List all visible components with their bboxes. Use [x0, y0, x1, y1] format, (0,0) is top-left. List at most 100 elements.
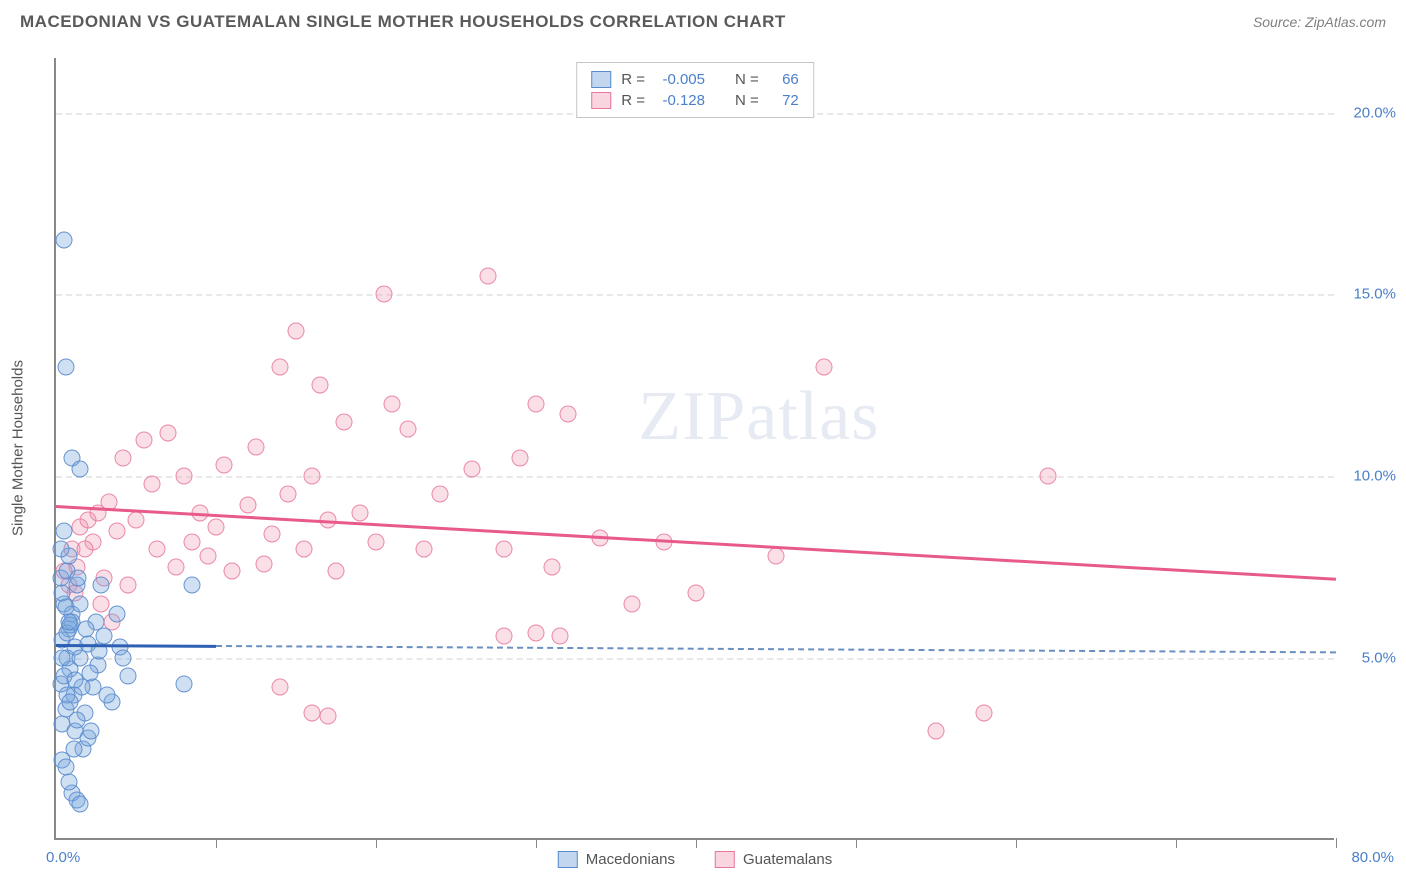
scatter-point	[624, 595, 641, 612]
scatter-point	[200, 548, 217, 565]
legend-swatch-blue	[558, 851, 578, 868]
gridline	[56, 658, 1334, 660]
scatter-point	[56, 231, 73, 248]
scatter-point	[144, 475, 161, 492]
scatter-point	[400, 420, 417, 437]
scatter-plot: 5.0%10.0%15.0%20.0%	[56, 58, 1334, 838]
y-axis-label: Single Mother Households	[10, 360, 27, 536]
scatter-point	[1040, 468, 1057, 485]
scatter-point	[115, 650, 132, 667]
x-tick	[536, 838, 537, 848]
scatter-point	[54, 650, 71, 667]
scatter-point	[99, 686, 116, 703]
correlation-legend: R = -0.005 N = 66 R = -0.128 N = 72	[576, 62, 814, 118]
scatter-point	[136, 431, 153, 448]
scatter-point	[108, 522, 125, 539]
source-attribution: Source: ZipAtlas.com	[1253, 14, 1386, 30]
trend-line	[216, 645, 1336, 653]
scatter-point	[416, 541, 433, 558]
scatter-point	[70, 570, 87, 587]
scatter-point	[560, 406, 577, 423]
r-value-blue: -0.005	[655, 71, 705, 88]
scatter-point	[56, 522, 73, 539]
scatter-point	[60, 613, 77, 630]
scatter-point	[512, 450, 529, 467]
scatter-point	[78, 621, 95, 638]
scatter-point	[76, 541, 93, 558]
scatter-point	[92, 595, 109, 612]
n-value-blue: 66	[769, 71, 799, 88]
scatter-point	[320, 708, 337, 725]
trend-line	[56, 505, 1336, 581]
scatter-point	[552, 628, 569, 645]
scatter-point	[240, 497, 257, 514]
scatter-point	[256, 555, 273, 572]
legend-item-macedonians: Macedonians	[558, 851, 675, 868]
scatter-point	[57, 759, 74, 776]
x-tick	[216, 838, 217, 848]
scatter-point	[92, 577, 109, 594]
scatter-point	[216, 457, 233, 474]
x-tick	[856, 838, 857, 848]
scatter-point	[768, 548, 785, 565]
scatter-point	[464, 461, 481, 478]
legend-row-pink: R = -0.128 N = 72	[591, 90, 799, 111]
legend-swatch-pink	[715, 851, 735, 868]
scatter-point	[432, 486, 449, 503]
scatter-point	[128, 511, 145, 528]
scatter-point	[816, 359, 833, 376]
scatter-point	[688, 584, 705, 601]
scatter-point	[280, 486, 297, 503]
scatter-point	[976, 704, 993, 721]
scatter-point	[528, 395, 545, 412]
legend-label: Guatemalans	[743, 851, 832, 868]
scatter-point	[83, 722, 100, 739]
scatter-point	[120, 577, 137, 594]
y-tick-label: 20.0%	[1341, 104, 1396, 121]
scatter-point	[544, 559, 561, 576]
scatter-point	[120, 668, 137, 685]
scatter-point	[72, 795, 89, 812]
scatter-point	[176, 675, 193, 692]
gridline	[56, 476, 1334, 478]
legend-swatch-pink	[591, 92, 611, 109]
scatter-point	[296, 541, 313, 558]
scatter-point	[304, 704, 321, 721]
x-tick	[696, 838, 697, 848]
x-tick	[376, 838, 377, 848]
scatter-point	[248, 439, 265, 456]
y-tick-label: 10.0%	[1341, 468, 1396, 485]
scatter-point	[62, 693, 79, 710]
scatter-point	[208, 519, 225, 536]
r-value-pink: -0.128	[655, 92, 705, 109]
scatter-point	[57, 359, 74, 376]
gridline	[56, 294, 1334, 296]
legend-row-blue: R = -0.005 N = 66	[591, 69, 799, 90]
scatter-point	[184, 577, 201, 594]
scatter-point	[528, 624, 545, 641]
r-label: R =	[621, 92, 645, 109]
legend-item-guatemalans: Guatemalans	[715, 851, 832, 868]
series-legend: Macedonians Guatemalans	[558, 851, 832, 868]
scatter-point	[480, 268, 497, 285]
scatter-point	[52, 541, 69, 558]
scatter-point	[304, 468, 321, 485]
scatter-point	[384, 395, 401, 412]
n-value-pink: 72	[769, 92, 799, 109]
chart-title: MACEDONIAN VS GUATEMALAN SINGLE MOTHER H…	[20, 12, 786, 32]
scatter-point	[272, 679, 289, 696]
scatter-point	[224, 562, 241, 579]
scatter-point	[328, 562, 345, 579]
y-tick-label: 15.0%	[1341, 286, 1396, 303]
scatter-point	[72, 461, 89, 478]
scatter-point	[160, 424, 177, 441]
legend-label: Macedonians	[586, 851, 675, 868]
scatter-point	[115, 450, 132, 467]
scatter-point	[336, 413, 353, 430]
scatter-point	[928, 722, 945, 739]
scatter-point	[60, 773, 77, 790]
legend-swatch-blue	[591, 71, 611, 88]
x-axis-max-label: 80.0%	[1351, 849, 1394, 866]
scatter-point	[184, 533, 201, 550]
scatter-point	[312, 377, 329, 394]
